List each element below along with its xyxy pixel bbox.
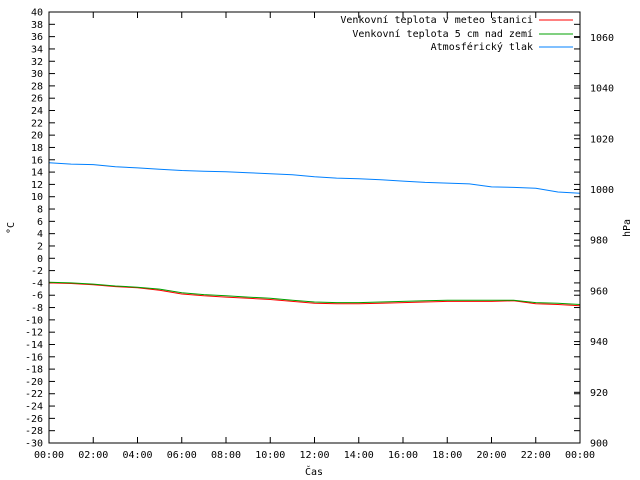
y-tick-label: -8	[31, 303, 43, 314]
y-tick-label: -20	[25, 377, 43, 388]
y-tick-label: 22	[31, 118, 43, 129]
series-layer	[48, 162, 581, 307]
y-tick-label: -2	[31, 266, 43, 277]
plot-frame	[48, 11, 581, 444]
y2-tick-label: 900	[590, 439, 608, 450]
legend-label-pressure: Atmosférický tlak	[431, 41, 533, 53]
series-outdoor-station-temperature	[48, 282, 581, 307]
y-tick-label: 8	[37, 205, 43, 216]
y-tick-label: 20	[31, 131, 43, 142]
x-tick-label: 22:00	[521, 450, 551, 461]
x-tick-label: 02:00	[78, 450, 108, 461]
x-tick-label: 08:00	[211, 450, 241, 461]
y2-tick-label: 1000	[590, 185, 614, 196]
y-axis-label: °C	[6, 222, 17, 234]
y-tick-label: 30	[31, 69, 43, 80]
y-tick-label: 16	[31, 155, 43, 166]
y-tick-label: -22	[25, 389, 43, 400]
y-tick-label: -30	[25, 439, 43, 450]
x-tick-label: 16:00	[388, 450, 418, 461]
y-tick-label: 14	[31, 168, 43, 179]
y-tick-label: 26	[31, 94, 43, 105]
y2-tick-label: 980	[590, 236, 608, 247]
series-ground-5cm-temperature	[48, 281, 581, 305]
y-tick-label: 4	[37, 229, 43, 240]
x-tick-label: 20:00	[476, 450, 506, 461]
y-tick-label: 6	[37, 217, 43, 228]
x-axis-label: Čas	[305, 465, 323, 478]
y-tick-label: 18	[31, 143, 43, 154]
x-tick-label: 04:00	[122, 450, 152, 461]
y-tick-label: -16	[25, 352, 43, 363]
y-tick-label: -18	[25, 365, 43, 376]
y-tick-label: 40	[31, 8, 43, 19]
y-tick-label: -26	[25, 414, 43, 425]
y2-tick-label: 1020	[590, 134, 614, 145]
y-tick-label: -10	[25, 315, 43, 326]
y-tick-label: -12	[25, 328, 43, 339]
legend: Venkovní teplota v meteo stanici Venkovn…	[340, 14, 573, 53]
y-tick-label: -24	[25, 402, 43, 413]
legend-label-ground-5cm: Venkovní teplota 5 cm nad zemí	[352, 28, 533, 40]
x-tick-label: 10:00	[255, 450, 285, 461]
y-tick-label: 12	[31, 180, 43, 191]
y-tick-label: 34	[31, 44, 43, 55]
y2-tick-label: 1040	[590, 84, 614, 95]
y-tick-label: -28	[25, 426, 43, 437]
y-tick-label: 32	[31, 57, 43, 68]
legend-label-outdoor-station: Venkovní teplota v meteo stanici	[340, 14, 533, 26]
x-tick-label: 00:00	[565, 450, 595, 461]
series-atmospheric-pressure	[48, 162, 581, 194]
y-tick-label: 38	[31, 20, 43, 31]
y2-axis-label: hPa	[622, 219, 633, 237]
y2-tick-label: 940	[590, 337, 608, 348]
y-tick-label: -6	[31, 291, 43, 302]
x-tick-label: 00:00	[34, 450, 64, 461]
y2-tick-label: 1060	[590, 33, 614, 44]
y-tick-label: 10	[31, 192, 43, 203]
x-tick-label: 12:00	[299, 450, 329, 461]
x-tick-label: 06:00	[167, 450, 197, 461]
y-tick-label: -4	[31, 278, 43, 289]
ticks-layer: 4038363432302826242220181614121086420-2-…	[25, 8, 614, 462]
y-tick-label: 0	[37, 254, 43, 265]
y-tick-label: 28	[31, 81, 43, 92]
x-tick-label: 14:00	[344, 450, 374, 461]
y-tick-label: -14	[25, 340, 43, 351]
y2-tick-label: 920	[590, 388, 608, 399]
x-tick-label: 18:00	[432, 450, 462, 461]
y-tick-label: 24	[31, 106, 43, 117]
y-tick-label: 36	[31, 32, 43, 43]
y2-tick-label: 960	[590, 286, 608, 297]
y-tick-label: 2	[37, 241, 43, 252]
